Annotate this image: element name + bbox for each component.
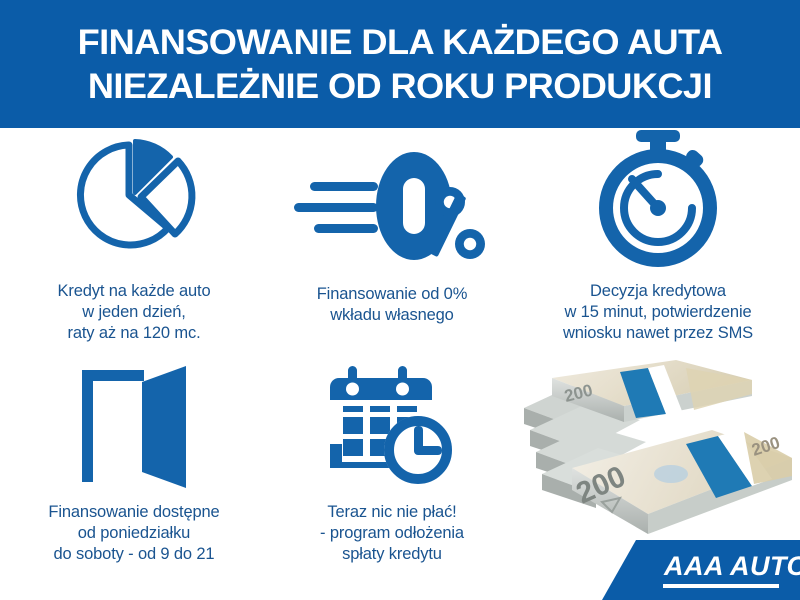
- open-door-icon-wrap: [0, 360, 268, 490]
- feature-open-hours: Finansowanie dostępne od poniedziałku do…: [0, 360, 268, 565]
- stopwatch-icon: [599, 130, 717, 267]
- front-bundle: 200 200: [571, 430, 792, 534]
- banknote-stacks-photo: 200 200 200: [516, 352, 800, 542]
- upper-bundle: 200: [552, 360, 752, 422]
- calendar-clock-icon-wrap: [268, 360, 516, 490]
- feature-grid: Kredyt na każde auto w jeden dzień, raty…: [0, 128, 800, 600]
- zero-percent-speed-icon: [294, 152, 485, 260]
- open-door-icon: [82, 366, 186, 488]
- header-line-1: FINANSOWANIE DLA KAŻDEGO AUTA: [77, 22, 723, 62]
- aaa-auto-logo[interactable]: AAA AUTO: [602, 540, 800, 600]
- feature-zero-percent-caption: Finansowanie od 0% wkładu własnego: [316, 285, 468, 324]
- banner-header: FINANSOWANIE DLA KAŻDEGO AUTA NIEZALEŻNI…: [0, 0, 800, 128]
- logo-text: AAA AUTO: [664, 551, 800, 581]
- header-line-2: NIEZALEŻNIE OD ROKU PRODUKCJI: [87, 66, 713, 106]
- feature-deferred-caption: Teraz nic nie płać! - program odłożenia …: [320, 503, 464, 563]
- pie-chart-icon: [76, 139, 196, 249]
- feature-credit: Kredyt na każde auto w jeden dzień, raty…: [0, 128, 268, 344]
- feature-open-hours-caption: Finansowanie dostępne od poniedziałku do…: [48, 503, 220, 563]
- banknote-stacks-illustration: 200 200 200: [524, 360, 792, 534]
- feature-deferred: Teraz nic nie płać! - program odłożenia …: [268, 360, 516, 565]
- feature-credit-caption: Kredyt na każde auto w jeden dzień, raty…: [57, 282, 211, 342]
- feature-decision: Decyzja kredytowa w 15 minut, potwierdze…: [516, 128, 800, 344]
- logo-background-shape: [602, 540, 800, 600]
- stopwatch-icon-wrap: [516, 128, 800, 268]
- feature-decision-caption: Decyzja kredytowa w 15 minut, potwierdze…: [562, 282, 754, 342]
- logo-underline: [663, 584, 779, 588]
- feature-zero-percent: Finansowanie od 0% wkładu własnego: [268, 128, 516, 326]
- zero-percent-speed-icon-wrap: [268, 128, 516, 268]
- calendar-clock-icon: [330, 366, 452, 484]
- pie-chart-icon-wrap: [0, 128, 268, 268]
